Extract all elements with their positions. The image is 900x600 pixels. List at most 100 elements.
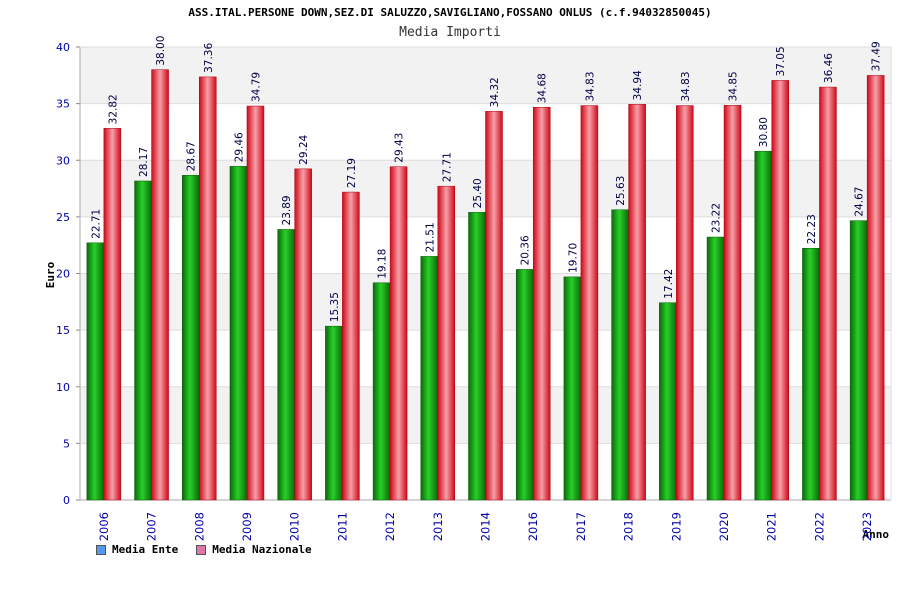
y-tick-label: 35: [56, 98, 70, 111]
x-tick-label: 2019: [669, 512, 683, 541]
x-tick-label: 2009: [240, 512, 254, 541]
data-label-nazionale: 37.05: [775, 46, 787, 76]
y-tick-label: 20: [56, 268, 70, 281]
x-tick-label: 2007: [145, 512, 159, 541]
data-label-ente: 21.51: [424, 222, 436, 252]
bar-media-ente: [325, 325, 343, 501]
bar-media-ente: [372, 282, 391, 501]
legend-label-ente: Media Ente: [112, 543, 179, 556]
data-label-nazionale: 38.00: [155, 36, 167, 66]
legend-label-nazionale: Media Nazionale: [212, 543, 312, 556]
bar-media-ente: [134, 180, 152, 501]
data-label-nazionale: 36.46: [823, 53, 835, 83]
data-label-ente: 28.67: [186, 141, 198, 171]
data-label-ente: 22.23: [806, 214, 818, 244]
bar-media-ente: [754, 150, 772, 501]
data-label-ente: 17.42: [663, 269, 675, 299]
data-label-ente: 30.80: [758, 117, 770, 147]
x-tick-label: 2014: [479, 512, 493, 541]
bar-media-nazionale: [294, 168, 312, 501]
y-tick-label: 25: [56, 211, 70, 224]
chart-subtitle: Media Importi: [399, 25, 501, 40]
data-label-nazionale: 34.85: [728, 71, 740, 101]
bar-media-ente: [182, 175, 200, 501]
bar-media-nazionale: [723, 105, 742, 501]
x-tick-label: 2021: [765, 512, 779, 541]
bar-media-ente: [849, 220, 868, 501]
bar-media-nazionale: [199, 76, 217, 501]
data-label-nazionale: 34.94: [632, 70, 644, 100]
chart-title: ASS.ITAL.PERSONE DOWN,SEZ.DI SALUZZO,SAV…: [188, 6, 712, 19]
x-tick-label: 2016: [526, 512, 540, 541]
bar-media-nazionale: [437, 185, 456, 501]
data-label-ente: 19.70: [567, 243, 579, 273]
legend-item-ente: Media Ente: [96, 543, 178, 556]
legend: Media Ente Media Nazionale: [96, 543, 312, 556]
x-axis-label: Anno: [863, 528, 890, 541]
data-label-ente: 19.18: [377, 249, 389, 279]
legend-swatch-nazionale: [196, 544, 207, 555]
bar-media-ente: [611, 209, 629, 501]
data-label-ente: 23.22: [711, 203, 723, 233]
y-tick-label: 5: [63, 437, 70, 450]
bar-media-ente: [468, 212, 486, 501]
x-tick-label: 2017: [574, 512, 588, 541]
y-tick-label: 30: [56, 154, 70, 167]
data-label-ente: 28.17: [138, 147, 150, 177]
data-label-nazionale: 27.19: [346, 158, 358, 188]
data-label-ente: 20.36: [520, 235, 532, 265]
bar-media-nazionale: [246, 105, 265, 501]
data-label-nazionale: 37.36: [203, 43, 215, 73]
y-axis-label: Euro: [44, 261, 57, 288]
bar-media-nazionale: [580, 105, 599, 501]
data-label-ente: 22.71: [90, 209, 102, 239]
x-tick-label: 2023: [860, 512, 874, 541]
bar-media-nazionale: [103, 128, 122, 501]
bar-media-ente: [802, 247, 820, 501]
data-label-ente: 29.46: [233, 132, 245, 162]
bar-media-nazionale: [342, 191, 360, 501]
data-label-nazionale: 32.82: [107, 94, 119, 124]
legend-swatch-ente: [96, 544, 106, 555]
data-label-ente: 24.67: [854, 187, 866, 217]
x-tick-label: 2011: [335, 512, 349, 541]
bar-media-nazionale: [771, 80, 789, 501]
y-tick-label: 0: [63, 494, 70, 507]
x-tick-label: 2010: [288, 512, 302, 541]
data-label-ente: 25.40: [472, 178, 484, 208]
y-tick-label: 15: [56, 324, 70, 337]
x-tick-label: 2006: [97, 512, 111, 541]
data-label-nazionale: 29.24: [298, 134, 310, 164]
data-label-nazionale: 34.83: [584, 71, 596, 101]
bar-media-ente: [229, 166, 248, 501]
y-tick-label: 10: [56, 381, 70, 394]
x-tick-label: 2022: [812, 512, 826, 541]
x-tick-label: 2008: [192, 512, 206, 541]
x-tick-label: 2012: [383, 512, 397, 541]
data-label-nazionale: 34.79: [250, 72, 262, 102]
bar-media-ente: [86, 242, 105, 501]
data-label-nazionale: 29.43: [394, 133, 406, 163]
data-label-nazionale: 27.71: [441, 152, 453, 182]
data-label-nazionale: 34.68: [537, 73, 549, 103]
data-label-nazionale: 34.32: [489, 77, 501, 107]
bar-media-ente: [420, 256, 439, 501]
bar-media-ente: [563, 276, 582, 501]
x-tick-label: 2018: [622, 512, 636, 541]
data-label-ente: 15.35: [329, 292, 341, 322]
bar-media-nazionale: [676, 105, 694, 501]
data-label-ente: 23.89: [281, 195, 293, 225]
bar-media-nazionale: [151, 69, 169, 501]
data-label-nazionale: 37.49: [871, 41, 883, 71]
legend-item-nazionale: Media Nazionale: [196, 543, 312, 556]
x-tick-label: 2013: [431, 512, 445, 541]
bar-media-ente: [659, 302, 677, 501]
y-tick-label: 40: [56, 41, 70, 54]
bar-media-nazionale: [389, 166, 408, 501]
bar-media-nazionale: [628, 104, 646, 501]
bar-media-ente: [706, 236, 725, 501]
bar-media-nazionale: [532, 106, 551, 501]
data-label-ente: 25.63: [615, 176, 627, 206]
x-tick-label: 2020: [717, 512, 731, 541]
